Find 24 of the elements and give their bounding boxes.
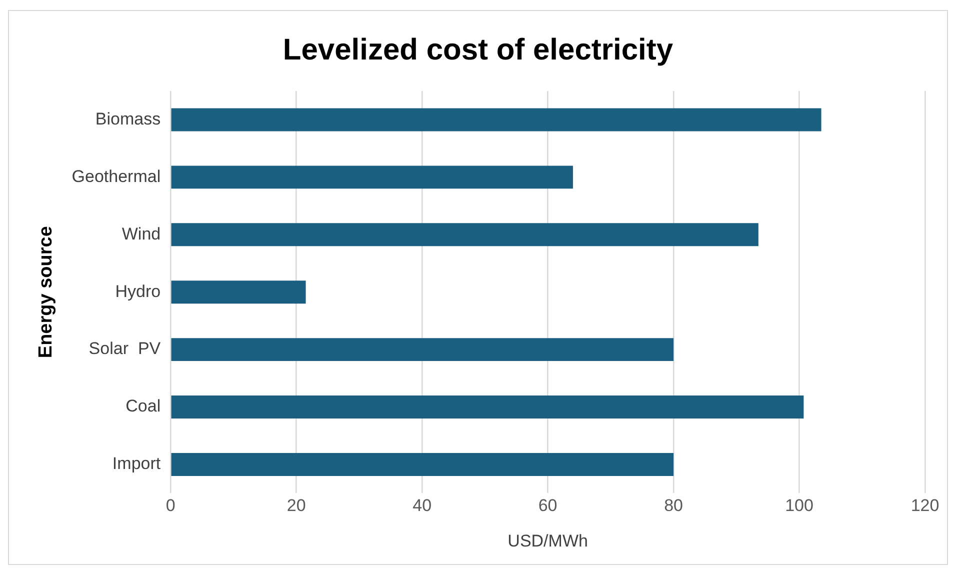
bar: [171, 396, 804, 419]
y-tick-label: Wind: [122, 224, 161, 244]
x-tick-label: 0: [166, 496, 176, 516]
bar: [171, 338, 674, 362]
y-axis-title: Energy source: [36, 226, 57, 358]
y-tick-label: Geothermal: [72, 166, 161, 186]
y-tick-label: Hydro: [115, 282, 161, 301]
chart-title: Levelized cost of electricity: [282, 33, 674, 66]
bar: [171, 280, 306, 304]
x-tick-label: 100: [785, 496, 814, 516]
x-tick-label: 80: [664, 496, 683, 516]
bar: [171, 223, 758, 246]
bar: [171, 108, 822, 132]
bar: [171, 166, 573, 189]
x-tick-label: 40: [412, 496, 432, 516]
y-tick-label: Solar PV: [88, 339, 162, 358]
x-tick-label: 120: [910, 496, 940, 516]
x-axis-title: USD/MWh: [508, 531, 588, 550]
x-tick-label: 20: [286, 496, 306, 516]
x-tick-label: 60: [538, 496, 558, 516]
y-tick-label: Coal: [126, 396, 161, 416]
bar: [171, 452, 674, 476]
y-tick-label: Import: [112, 454, 161, 474]
y-tick-label: Biomass: [95, 109, 161, 128]
